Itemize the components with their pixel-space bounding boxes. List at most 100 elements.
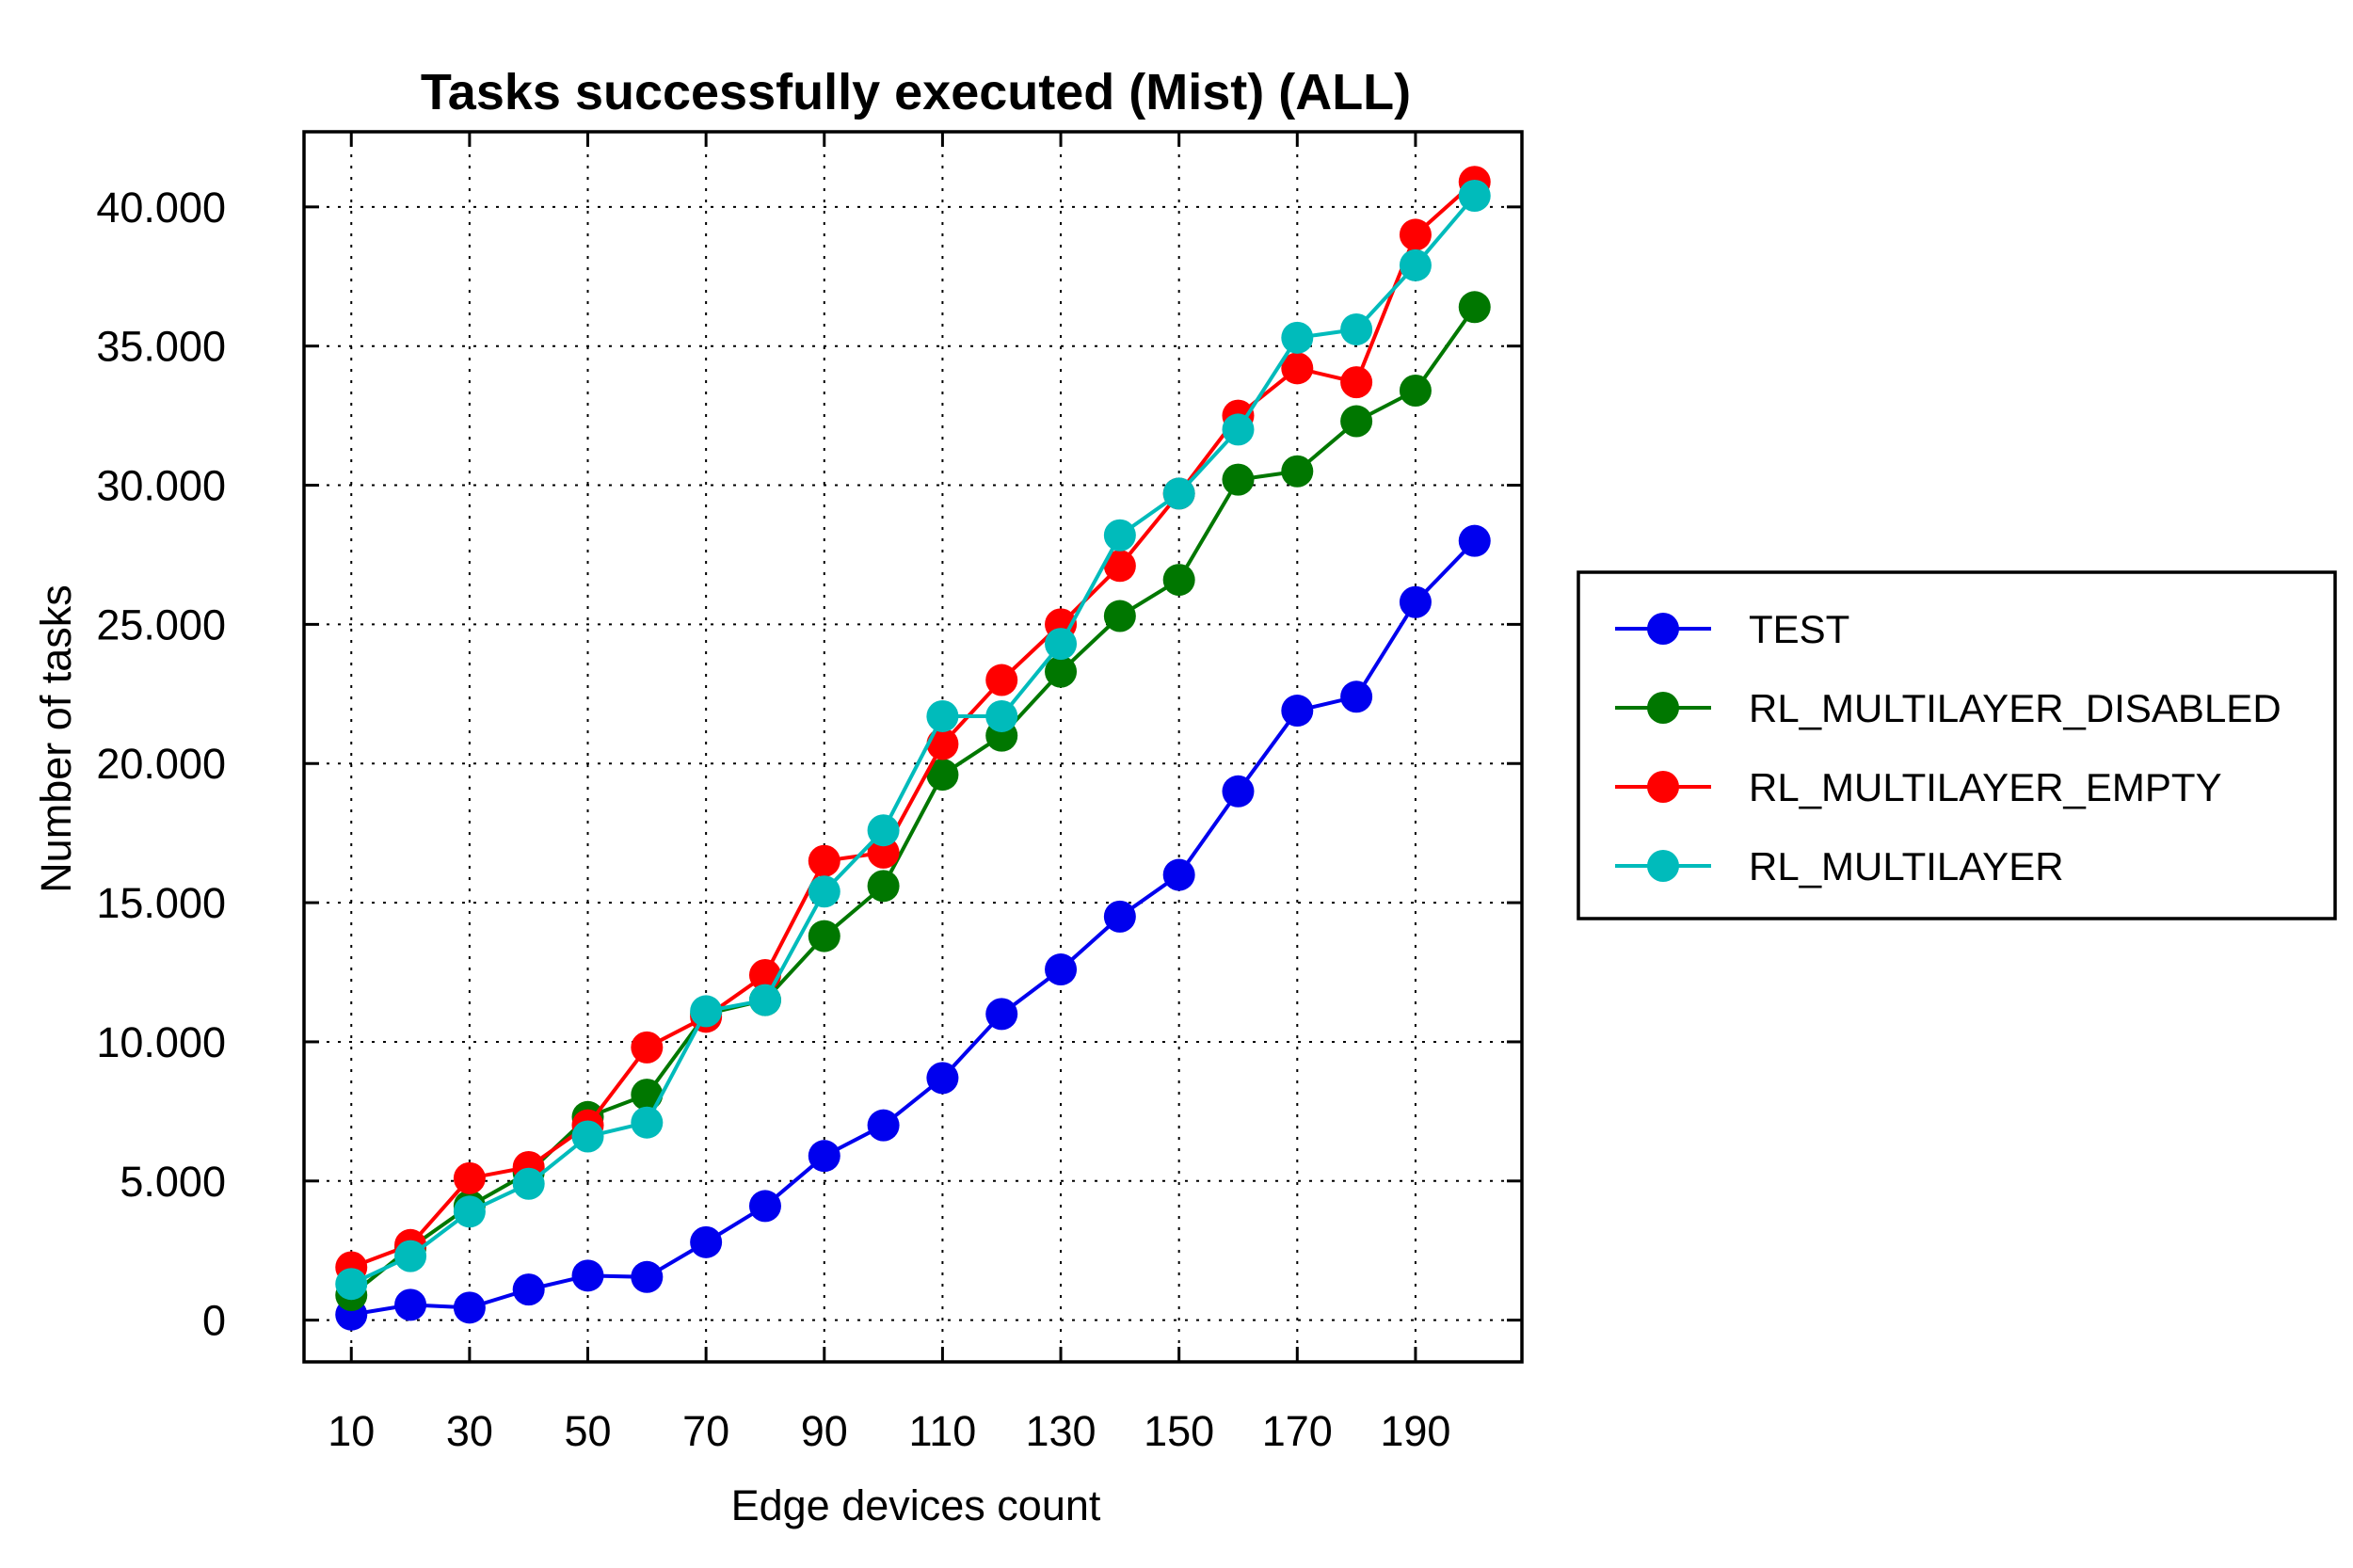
- x-tick-label: 50: [564, 1407, 611, 1455]
- data-point: [512, 1167, 545, 1200]
- x-tick-label: 170: [1262, 1407, 1333, 1455]
- data-point: [808, 844, 840, 877]
- data-point: [690, 1225, 723, 1258]
- grid: [304, 132, 1522, 1362]
- data-point: [926, 759, 959, 792]
- x-tick-label: 110: [909, 1407, 977, 1455]
- data-point: [1103, 550, 1136, 583]
- x-tick-label: 30: [446, 1407, 493, 1455]
- legend-item: RL_MULTILAYER_EMPTY: [1615, 765, 2222, 809]
- data-point: [867, 814, 900, 847]
- x-tick-label: 130: [1025, 1407, 1096, 1455]
- data-point: [808, 875, 840, 908]
- legend-item: TEST: [1615, 607, 1849, 651]
- data-point: [335, 1268, 368, 1301]
- legend: TEST RL_MULTILAYER_DISABLED RL_MULTILAYER_…: [1577, 570, 2337, 920]
- data-point: [808, 920, 840, 952]
- data-point: [1399, 585, 1432, 618]
- x-tick-label: 70: [682, 1407, 729, 1455]
- data-point: [1222, 463, 1255, 496]
- series-line: [350, 539, 1477, 1317]
- data-point: [1281, 321, 1314, 354]
- data-point: [1045, 953, 1078, 986]
- data-point: [1458, 524, 1491, 557]
- data-point: [1222, 413, 1255, 446]
- data-point: [631, 1031, 664, 1064]
- data-point: [631, 1079, 664, 1112]
- y-axis-ticks: 0 5.000 10.000 15.000 20.000 25.000 30.000 35.0…: [96, 184, 1522, 1345]
- data-point: [1162, 858, 1195, 891]
- data-point: [1340, 366, 1373, 399]
- data-point: [926, 699, 959, 732]
- chart-title: Tasks successfully executed (Mist) (ALL): [421, 64, 1411, 120]
- y-axis-label: Number of tasks: [32, 584, 80, 893]
- y-tick-label: 35.000: [96, 323, 226, 371]
- data-point: [631, 1260, 664, 1293]
- plot-frame: [302, 130, 1524, 1364]
- data-point: [571, 1120, 604, 1153]
- y-tick-label: 20.000: [96, 740, 226, 788]
- data-point: [1458, 291, 1491, 324]
- data-point: [1340, 405, 1373, 438]
- data-point: [453, 1291, 486, 1324]
- data-point: [808, 1140, 840, 1173]
- y-tick-label: 40.000: [96, 184, 226, 232]
- data-point: [453, 1161, 486, 1194]
- y-tick-label: 0: [202, 1297, 226, 1345]
- data-point: [512, 1273, 545, 1306]
- legend-item: RL_MULTILAYER_DISABLED: [1615, 686, 2281, 730]
- data-point: [1103, 900, 1136, 933]
- y-tick-label: 25.000: [96, 600, 226, 648]
- data-point: [985, 998, 1018, 1031]
- data-point: [571, 1259, 604, 1292]
- data-point: [985, 699, 1018, 732]
- series-rl-multilayer: [335, 180, 1491, 1301]
- y-tick-label: 30.000: [96, 462, 226, 510]
- y-tick-label: 15.000: [96, 879, 226, 927]
- data-point: [1281, 352, 1314, 385]
- data-point: [453, 1195, 486, 1228]
- y-tick-label: 5.000: [120, 1158, 226, 1206]
- data-point: [1162, 477, 1195, 510]
- data-point: [1340, 312, 1373, 345]
- data-point: [394, 1240, 427, 1272]
- legend-marker: [1647, 850, 1679, 882]
- legend-label: RL_MULTILAYER_DISABLED: [1749, 686, 2281, 730]
- x-axis-ticks: 10 30 50 70 90 110 130 150 170 190: [328, 132, 1450, 1455]
- data-point: [1399, 248, 1432, 281]
- legend-marker: [1647, 692, 1679, 724]
- x-tick-label: 10: [328, 1407, 375, 1455]
- data-point: [867, 870, 900, 903]
- data-point: [1222, 775, 1255, 808]
- legend-label: RL_MULTILAYER: [1749, 844, 2064, 888]
- data-point: [867, 836, 900, 869]
- data-point: [1103, 519, 1136, 552]
- series-layer: [335, 166, 1491, 1331]
- data-point: [1281, 695, 1314, 728]
- data-point: [1045, 628, 1078, 661]
- x-axis-label: Edge devices count: [731, 1481, 1101, 1529]
- data-point: [690, 995, 723, 1028]
- x-tick-label: 90: [801, 1407, 848, 1455]
- data-point: [926, 728, 959, 760]
- series-test: [335, 524, 1491, 1331]
- y-tick-label: 10.000: [96, 1018, 226, 1066]
- data-point: [1458, 180, 1491, 213]
- data-point: [748, 984, 781, 1016]
- data-point: [1399, 218, 1432, 251]
- data-point: [394, 1288, 427, 1321]
- data-point: [1281, 455, 1314, 488]
- data-point: [1103, 600, 1136, 632]
- data-point: [926, 1062, 959, 1095]
- data-point: [631, 1106, 664, 1139]
- legend-label: TEST: [1749, 607, 1849, 651]
- data-point: [1162, 564, 1195, 597]
- legend-marker: [1647, 771, 1679, 803]
- x-tick-label: 190: [1380, 1407, 1450, 1455]
- legend-label: RL_MULTILAYER_EMPTY: [1749, 765, 2222, 809]
- data-point: [1045, 655, 1078, 688]
- legend-marker: [1647, 613, 1679, 645]
- legend-item: RL_MULTILAYER: [1615, 844, 2064, 888]
- data-point: [867, 1109, 900, 1142]
